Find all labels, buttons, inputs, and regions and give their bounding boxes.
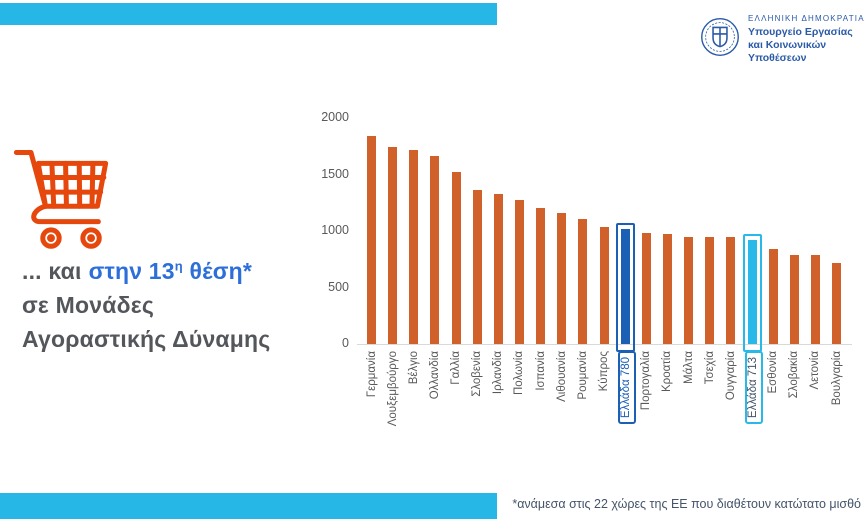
x-category-label: Βουλγαρία xyxy=(830,351,843,406)
headline: ... και στην 13η θέση* σε Μονάδες Αγοραστ… xyxy=(22,254,270,356)
bottom-accent-band xyxy=(0,493,497,519)
y-tick-label: 2000 xyxy=(321,110,349,124)
ministry-logo-text: ΕΛΛΗΝΙΚΗ ΔΗΜΟΚΡΑΤΙΑ Υπουργείο Εργασίας κ… xyxy=(748,14,868,65)
bar xyxy=(388,146,398,344)
x-category-label: Σλοβακία xyxy=(788,351,801,399)
bar xyxy=(557,212,567,344)
x-category-label: Λιθουανία xyxy=(555,351,568,402)
y-tick-label: 1500 xyxy=(321,166,349,181)
headline-line3: Αγοραστικής Δύναμης xyxy=(22,326,271,352)
headline-highlight: στην 13η θέση* xyxy=(88,258,253,284)
x-category-label: Πολωνία xyxy=(513,351,526,395)
bar xyxy=(684,236,694,344)
headline-prefix: ... και xyxy=(22,258,82,284)
bar xyxy=(430,155,440,344)
x-axis-line xyxy=(357,344,852,345)
x-category-label: Λετονία xyxy=(809,351,822,390)
top-accent-band xyxy=(0,3,497,25)
bar xyxy=(493,193,503,344)
bar xyxy=(599,227,609,344)
bar xyxy=(662,233,672,344)
x-category-label: Ελλάδα 780 xyxy=(618,351,637,446)
x-category-label: Γερμανία xyxy=(365,351,378,398)
bar xyxy=(789,254,799,344)
bar xyxy=(641,233,651,344)
bar xyxy=(832,262,842,344)
logo-line-republic: ΕΛΛΗΝΙΚΗ ΔΗΜΟΚΡΑΤΙΑ xyxy=(748,14,865,23)
shopping-cart-icon xyxy=(10,142,112,259)
headline-line1: ... και στην 13η θέση* xyxy=(22,254,270,288)
x-category-label: Ιρλανδία xyxy=(492,351,505,395)
bar xyxy=(472,189,482,344)
logo-line-ministry2: και Κοινωνικών Υποθέσεων xyxy=(748,39,827,65)
y-tick-label: 0 xyxy=(342,336,349,350)
x-category-label: Λουξεμβούργο xyxy=(386,351,399,427)
bar xyxy=(747,240,757,344)
footnote: *ανάμεσα στις 22 χώρες της ΕΕ που διαθέτ… xyxy=(512,497,861,511)
x-category-label: Ισπανία xyxy=(534,351,547,391)
logo-line-ministry: Υπουργείο Εργασίας xyxy=(748,26,853,38)
bar xyxy=(705,237,715,344)
bar xyxy=(451,171,461,344)
highlighted-category-label: Ελλάδα 780 xyxy=(618,351,637,425)
x-category-label: Τσεχία xyxy=(703,351,716,385)
y-tick-label: 1000 xyxy=(321,223,349,237)
x-category-label: Σλοβενία xyxy=(471,351,484,397)
x-category-label: Μάλτα xyxy=(682,351,695,385)
bar xyxy=(578,219,588,344)
x-category-label: Ελλάδα 713 xyxy=(745,351,764,446)
x-category-label: Ρουμανία xyxy=(576,351,589,400)
y-tick-label: 500 xyxy=(328,279,349,294)
highlighted-category-label: Ελλάδα 713 xyxy=(745,351,764,425)
x-category-label: Βέλγιο xyxy=(407,351,420,385)
bar xyxy=(409,149,419,344)
x-category-label: Κύπρος xyxy=(598,351,611,392)
bar-highlight-box xyxy=(615,222,635,352)
x-category-label: Πορτογαλία xyxy=(640,351,653,411)
bar xyxy=(726,237,736,344)
bar xyxy=(367,136,376,344)
greek-emblem-icon xyxy=(700,17,740,62)
bar xyxy=(514,199,524,344)
x-category-label: Εσθονία xyxy=(767,351,780,394)
bar xyxy=(768,249,778,344)
headline-line2: σε Μονάδες xyxy=(22,292,155,318)
ministry-logo: ΕΛΛΗΝΙΚΗ ΔΗΜΟΚΡΑΤΙΑ Υπουργείο Εργασίας κ… xyxy=(700,14,868,65)
x-category-label: Ολλανδία xyxy=(428,351,441,400)
bar xyxy=(810,255,820,344)
x-category-label: Ουγγαρία xyxy=(724,351,737,401)
bar xyxy=(620,228,630,344)
x-category-label: Γαλλία xyxy=(450,351,463,385)
bar-highlight-box xyxy=(742,234,762,352)
x-category-label: Κροατία xyxy=(661,351,674,393)
bar xyxy=(536,208,546,344)
